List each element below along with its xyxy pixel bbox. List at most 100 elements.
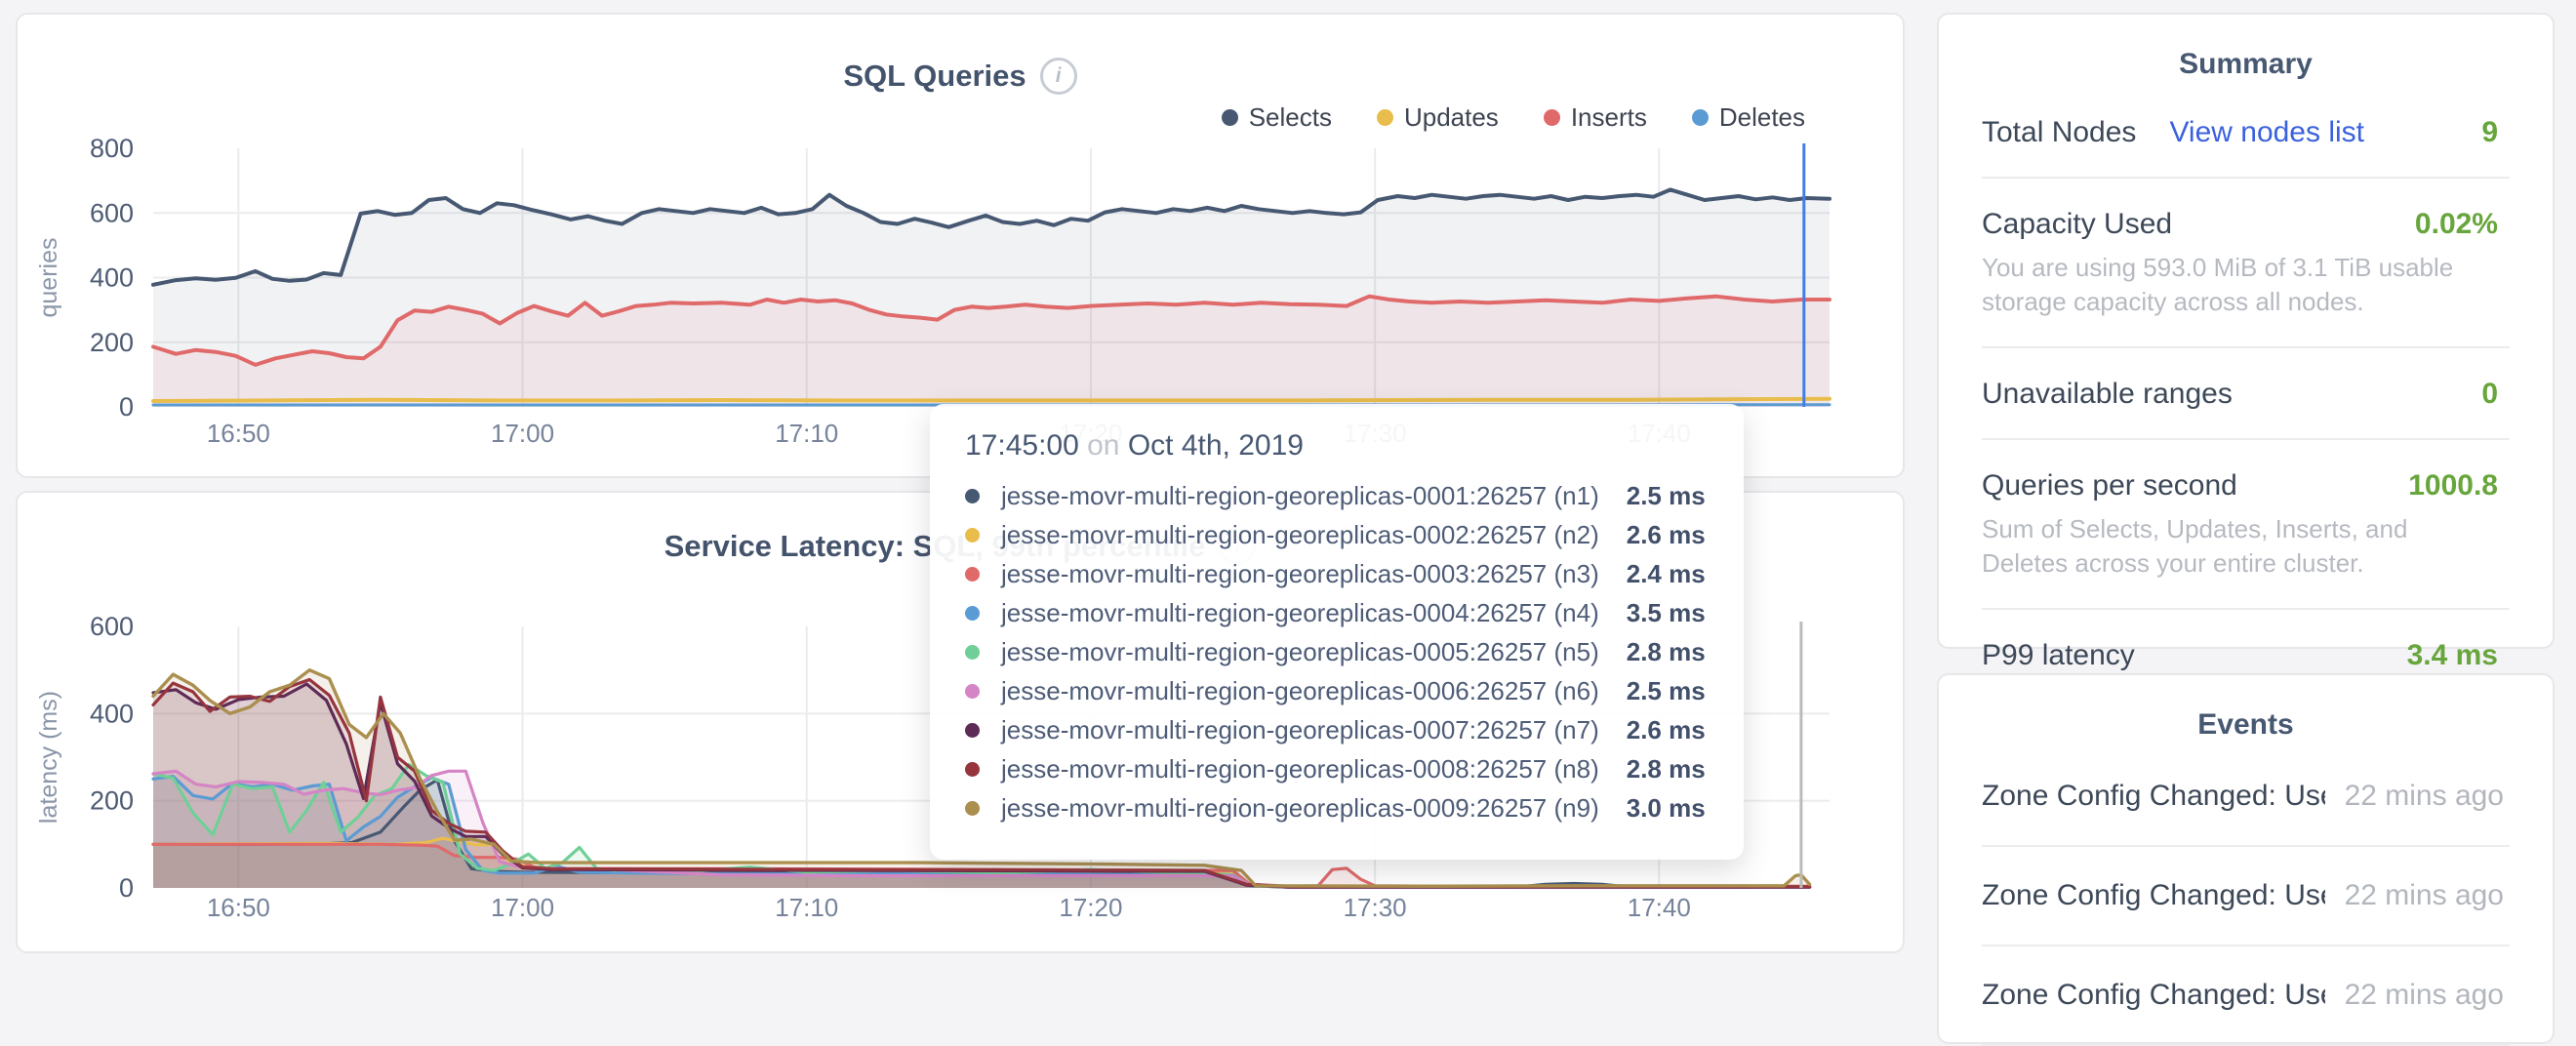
legend-label: Inserts — [1571, 102, 1647, 133]
tooltip-time: 17:45:00 — [965, 429, 1079, 462]
summary-row-queries-per-second: Queries per second 1000.8 Sum of Selects… — [1982, 440, 2510, 610]
event-time: 22 mins ago — [2325, 780, 2510, 813]
info-icon[interactable]: i — [1040, 58, 1077, 95]
summary-rows: Total Nodes View nodes list 9 Capacity U… — [1939, 81, 2553, 700]
tooltip-latency-value: 2.5 ms — [1627, 481, 1706, 511]
legend-item-inserts[interactable]: Inserts — [1544, 102, 1647, 133]
legend-item-selects[interactable]: Selects — [1222, 102, 1332, 133]
event-label[interactable]: Zone Config Changed: User… — [1982, 979, 2325, 1012]
events-title: Events — [1939, 675, 2553, 742]
tooltip-latency-value: 2.5 ms — [1627, 676, 1706, 706]
tooltip-date: Oct 4th, 2019 — [1128, 429, 1304, 462]
tooltip-latency-value: 2.6 ms — [1627, 520, 1706, 550]
summary-value: 1000.8 — [2408, 469, 2510, 503]
x-tick-label: 17:40 — [1628, 893, 1691, 922]
y-tick-label: 600 — [90, 198, 134, 227]
series-line-updates — [153, 399, 1830, 401]
event-row[interactable]: Zone Config Changed: User… 22 mins ago — [1982, 747, 2510, 847]
tooltip-row: jesse-movr-multi-region-georeplicas-0008… — [965, 749, 1709, 788]
x-tick-label: 17:30 — [1344, 893, 1407, 922]
series-color-dot — [965, 567, 980, 582]
series-color-dot — [965, 489, 980, 503]
tooltip-node-label: jesse-movr-multi-region-georeplicas-0001… — [1001, 481, 1599, 511]
tooltip-latency-value: 2.6 ms — [1627, 715, 1706, 745]
legend-item-deletes[interactable]: Deletes — [1692, 102, 1805, 133]
series-color-dot — [965, 645, 980, 660]
sql-chart-title: SQL Queries — [843, 59, 1026, 94]
y-tick-label: 800 — [90, 134, 134, 163]
event-label[interactable]: Zone Config Changed: User… — [1982, 879, 2325, 912]
tooltip-row: jesse-movr-multi-region-georeplicas-0002… — [965, 515, 1709, 554]
summary-row-unavailable-ranges: Unavailable ranges 0 — [1982, 348, 2510, 440]
chart-hover-tooltip: 17:45:00 on Oct 4th, 2019 jesse-movr-mul… — [930, 404, 1744, 860]
updates-color-dot — [1377, 109, 1393, 126]
sql-chart-legend: Selects Updates Inserts Deletes — [1222, 102, 1805, 133]
summary-subtext: You are using 593.0 MiB of 3.1 TiB usabl… — [1982, 251, 2510, 319]
summary-label: Total Nodes — [1982, 116, 2136, 149]
series-color-dot — [965, 801, 980, 816]
y-tick-label: 0 — [119, 873, 134, 903]
series-color-dot — [965, 762, 980, 777]
summary-row-total-nodes: Total Nodes View nodes list 9 — [1982, 87, 2510, 179]
x-tick-label: 17:10 — [775, 893, 838, 922]
events-rows: Zone Config Changed: User… 22 mins ago Z… — [1939, 742, 2553, 1046]
y-axis-title: queries — [35, 238, 62, 318]
selects-color-dot — [1222, 109, 1238, 126]
y-tick-label: 400 — [90, 263, 134, 293]
summary-panel: Summary Total Nodes View nodes list 9 Ca… — [1937, 13, 2555, 649]
y-tick-label: 200 — [90, 328, 134, 357]
tooltip-row: jesse-movr-multi-region-georeplicas-0007… — [965, 710, 1709, 749]
legend-item-updates[interactable]: Updates — [1377, 102, 1499, 133]
tooltip-latency-value: 3.5 ms — [1627, 598, 1706, 628]
summary-value: 3.4 ms — [2407, 639, 2510, 672]
tooltip-latency-value: 2.8 ms — [1627, 754, 1706, 784]
legend-label: Deletes — [1719, 102, 1805, 133]
series-color-dot — [965, 723, 980, 738]
legend-label: Selects — [1249, 102, 1332, 133]
tooltip-row: jesse-movr-multi-region-georeplicas-0009… — [965, 788, 1709, 827]
y-tick-label: 200 — [90, 786, 134, 816]
view-nodes-list-link[interactable]: View nodes list — [2169, 116, 2364, 149]
summary-label: Unavailable ranges — [1982, 378, 2233, 411]
x-tick-label: 17:20 — [1059, 893, 1122, 922]
x-tick-label: 17:10 — [775, 419, 838, 448]
tooltip-timestamp: 17:45:00 on Oct 4th, 2019 — [965, 429, 1709, 463]
summary-value: 0.02% — [2415, 208, 2510, 241]
x-tick-label: 16:50 — [207, 893, 270, 922]
tooltip-node-label: jesse-movr-multi-region-georeplicas-0009… — [1001, 793, 1599, 824]
inserts-color-dot — [1544, 109, 1560, 126]
event-time: 22 mins ago — [2325, 979, 2510, 1012]
tooltip-node-label: jesse-movr-multi-region-georeplicas-0002… — [1001, 520, 1599, 550]
tooltip-node-label: jesse-movr-multi-region-georeplicas-0004… — [1001, 598, 1599, 628]
summary-label: P99 latency — [1982, 639, 2135, 672]
series-color-dot — [965, 606, 980, 621]
tooltip-node-label: jesse-movr-multi-region-georeplicas-0008… — [1001, 754, 1599, 784]
summary-value: 0 — [2481, 378, 2510, 411]
tooltip-row: jesse-movr-multi-region-georeplicas-0006… — [965, 671, 1709, 710]
tooltip-latency-value: 2.4 ms — [1627, 559, 1706, 589]
tooltip-row: jesse-movr-multi-region-georeplicas-0003… — [965, 554, 1709, 593]
sql-chart-title-row: SQL Queries i — [18, 58, 1903, 95]
summary-row-capacity-used: Capacity Used 0.02% You are using 593.0 … — [1982, 179, 2510, 348]
tooltip-connector: on — [1087, 429, 1119, 462]
y-axis-title: latency (ms) — [35, 691, 62, 824]
event-time: 22 mins ago — [2325, 879, 2510, 912]
legend-label: Updates — [1404, 102, 1499, 133]
tooltip-latency-value: 3.0 ms — [1627, 793, 1706, 824]
y-tick-label: 600 — [90, 612, 134, 641]
series-color-dot — [965, 684, 980, 699]
summary-title: Summary — [1939, 15, 2553, 81]
event-row[interactable]: Zone Config Changed: User… 22 mins ago — [1982, 946, 2510, 1046]
deletes-color-dot — [1692, 109, 1709, 126]
event-label[interactable]: Zone Config Changed: User… — [1982, 780, 2325, 813]
tooltip-node-label: jesse-movr-multi-region-georeplicas-0003… — [1001, 559, 1599, 589]
y-tick-label: 400 — [90, 699, 134, 728]
event-row[interactable]: Zone Config Changed: User… 22 mins ago — [1982, 847, 2510, 946]
tooltip-row: jesse-movr-multi-region-georeplicas-0004… — [965, 593, 1709, 632]
summary-label: Queries per second — [1982, 469, 2237, 503]
y-tick-label: 0 — [119, 392, 134, 422]
summary-value: 9 — [2481, 116, 2510, 149]
tooltip-row: jesse-movr-multi-region-georeplicas-0005… — [965, 632, 1709, 671]
summary-label: Capacity Used — [1982, 208, 2172, 241]
tooltip-latency-value: 2.8 ms — [1627, 637, 1706, 667]
